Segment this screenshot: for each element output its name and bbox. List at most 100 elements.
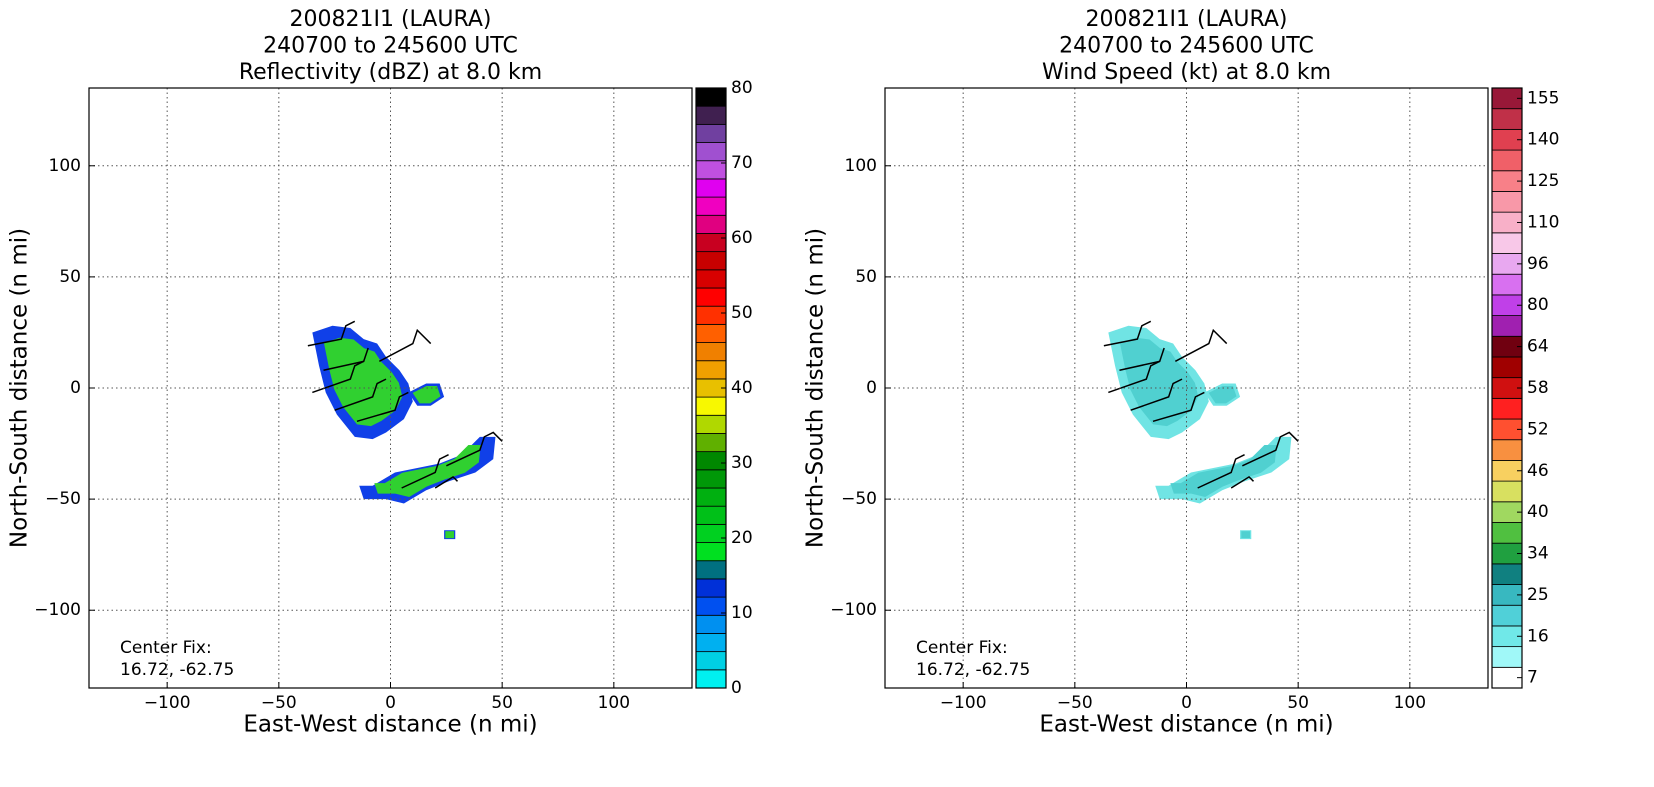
y-axis-label: North-South distance (n mi) bbox=[803, 228, 829, 548]
wind-barb bbox=[1152, 391, 1205, 423]
annotation: Center Fix: bbox=[120, 638, 212, 658]
colorbar-tick-label: 80 bbox=[731, 78, 753, 98]
wind-barb bbox=[446, 431, 503, 467]
echo-core bbox=[323, 337, 403, 427]
y-tick-label: 50 bbox=[855, 267, 877, 287]
x-tick-label: 100 bbox=[598, 693, 630, 713]
x-axis-label: East-West distance (n mi) bbox=[1039, 712, 1333, 738]
colorbar-box bbox=[1491, 480, 1523, 503]
y-tick-label: −50 bbox=[841, 489, 877, 509]
colorbar-box bbox=[695, 414, 727, 434]
colorbar-tick-label: 58 bbox=[1527, 378, 1549, 398]
x-axis-label: East-West distance (n mi) bbox=[243, 712, 537, 738]
wind-barb bbox=[1108, 360, 1161, 394]
x-tick-label: −100 bbox=[940, 693, 987, 713]
y-tick-label: −100 bbox=[34, 600, 81, 620]
colorbar-box bbox=[1491, 356, 1523, 379]
colorbar-tick-label: 64 bbox=[1527, 337, 1549, 357]
colorbar-box bbox=[695, 196, 727, 216]
colorbar-box bbox=[695, 523, 727, 543]
panel: 200821I1 (LAURA)240700 to 245600 UTCRefl… bbox=[7, 7, 753, 738]
chart-title: 200821I1 (LAURA) bbox=[290, 7, 492, 32]
colorbar-tick-label: 52 bbox=[1527, 419, 1549, 439]
x-tick-label: 50 bbox=[491, 693, 513, 713]
colorbar-box bbox=[1491, 604, 1523, 627]
x-tick-label: −50 bbox=[1057, 693, 1093, 713]
wind-barb bbox=[401, 453, 449, 489]
colorbar-tick-label: 20 bbox=[731, 528, 753, 548]
colorbar-tick-label: 80 bbox=[1527, 295, 1549, 315]
colorbar-box bbox=[695, 105, 727, 125]
echo-core bbox=[412, 386, 441, 404]
colorbar-box bbox=[1491, 397, 1523, 420]
colorbar-box bbox=[695, 669, 727, 689]
chart-title: 240700 to 245600 UTC bbox=[263, 34, 518, 59]
colorbar-tick-label: 10 bbox=[731, 603, 753, 623]
y-tick-label: 100 bbox=[49, 156, 81, 176]
y-tick-label: −50 bbox=[45, 489, 81, 509]
echo-core bbox=[1170, 445, 1277, 498]
annotation: 16.72, -62.75 bbox=[916, 660, 1030, 680]
y-tick-label: −100 bbox=[830, 600, 877, 620]
colorbar-tick-label: 46 bbox=[1527, 461, 1549, 481]
colorbar-tick-label: 110 bbox=[1527, 212, 1559, 232]
colorbar-tick-label: 96 bbox=[1527, 254, 1549, 274]
colorbar-box bbox=[695, 251, 727, 271]
colorbar-box bbox=[695, 287, 727, 307]
wind-barb bbox=[356, 391, 409, 423]
wind-barb bbox=[1197, 453, 1245, 489]
colorbar-tick-label: 70 bbox=[731, 153, 753, 173]
colorbar-box bbox=[1491, 149, 1523, 172]
colorbar-box bbox=[695, 396, 727, 416]
colorbar-box bbox=[695, 614, 727, 634]
x-tick-label: 0 bbox=[385, 693, 396, 713]
wind-barb bbox=[434, 475, 459, 489]
echo-core bbox=[1119, 337, 1199, 427]
colorbar-box bbox=[695, 360, 727, 380]
wind-barb bbox=[1230, 475, 1255, 489]
colorbar-tick-label: 7 bbox=[1527, 668, 1538, 688]
colorbar-box bbox=[695, 487, 727, 507]
x-tick-label: 100 bbox=[1394, 693, 1426, 713]
colorbar-box bbox=[695, 214, 727, 234]
wind-barb bbox=[312, 360, 365, 394]
colorbar-tick-label: 30 bbox=[731, 453, 753, 473]
wind-barb bbox=[378, 328, 432, 362]
chart-title: 200821I1 (LAURA) bbox=[1086, 7, 1288, 32]
colorbar-box bbox=[695, 233, 727, 253]
colorbar-tick-label: 125 bbox=[1527, 171, 1559, 191]
chart-title: Reflectivity (dBZ) at 8.0 km bbox=[239, 60, 542, 85]
colorbar-box bbox=[695, 178, 727, 198]
colorbar-box bbox=[1491, 646, 1523, 668]
colorbar-tick-label: 25 bbox=[1527, 585, 1549, 605]
colorbar-tick-label: 50 bbox=[731, 303, 753, 323]
echo-core bbox=[445, 531, 455, 539]
x-tick-label: 0 bbox=[1181, 693, 1192, 713]
echo-core bbox=[1208, 386, 1237, 404]
colorbar-box bbox=[1491, 191, 1523, 213]
colorbar-box bbox=[695, 123, 727, 143]
wind-barb bbox=[1130, 378, 1183, 411]
echo-core bbox=[374, 445, 481, 498]
wind-barb bbox=[1242, 431, 1299, 467]
x-tick-label: −50 bbox=[261, 693, 297, 713]
wind-barb bbox=[307, 320, 356, 347]
colorbar-box bbox=[1491, 315, 1523, 337]
colorbar-box bbox=[1491, 439, 1523, 461]
colorbar-box bbox=[695, 87, 727, 107]
y-tick-label: 0 bbox=[70, 378, 81, 398]
colorbar-tick-label: 0 bbox=[731, 678, 742, 698]
colorbar-box bbox=[695, 342, 727, 362]
colorbar-box bbox=[695, 633, 727, 653]
colorbar-tick-label: 60 bbox=[731, 228, 753, 248]
x-tick-label: 50 bbox=[1287, 693, 1309, 713]
colorbar-box bbox=[1491, 563, 1523, 585]
y-tick-label: 100 bbox=[845, 156, 877, 176]
colorbar-box bbox=[1491, 273, 1523, 296]
colorbar-box bbox=[695, 323, 727, 343]
y-axis-label: North-South distance (n mi) bbox=[7, 228, 33, 548]
colorbar-box bbox=[695, 560, 727, 580]
colorbar-box bbox=[695, 142, 727, 162]
